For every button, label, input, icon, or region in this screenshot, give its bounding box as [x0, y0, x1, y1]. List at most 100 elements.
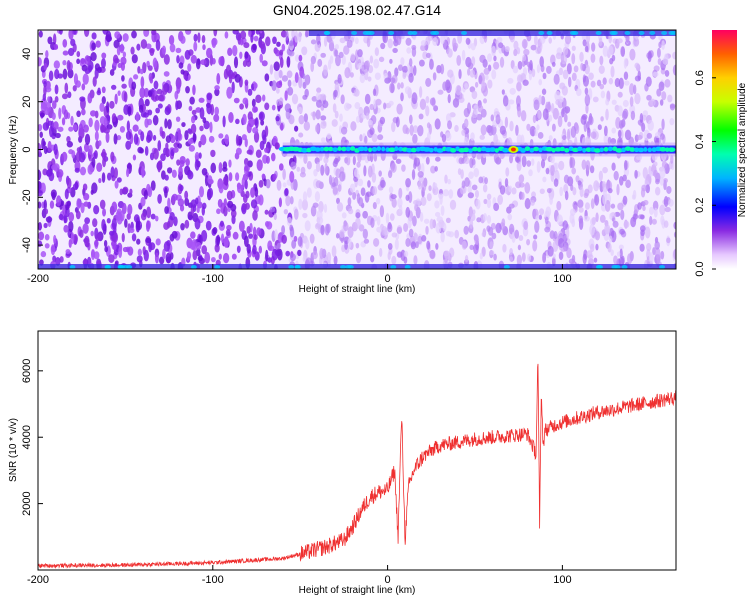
- noise-speckle: [278, 163, 284, 171]
- noise-speckle: [426, 131, 431, 142]
- noise-speckle: [672, 51, 676, 60]
- colorbar: 0.0 0.2 0.4 0.6 Normalized spectral amplitu…: [694, 30, 748, 277]
- noise-speckle: [218, 183, 224, 194]
- noise-speckle: [659, 99, 664, 106]
- noise-speckle: [38, 169, 42, 181]
- noise-speckle: [591, 216, 596, 226]
- noise-speckle: [425, 77, 432, 87]
- noise-speckle: [242, 97, 249, 105]
- noise-speckle: [486, 198, 492, 209]
- noise-speckle: [167, 119, 172, 130]
- noise-speckle: [137, 146, 143, 154]
- noise-speckle: [283, 208, 289, 215]
- noise-speckle: [413, 157, 421, 167]
- noise-speckle: [648, 206, 655, 216]
- noise-speckle: [70, 38, 76, 47]
- noise-speckle: [617, 91, 623, 98]
- noise-speckle: [289, 50, 295, 57]
- noise-speckle: [405, 194, 410, 201]
- noise-speckle: [195, 58, 201, 70]
- noise-speckle: [136, 43, 141, 51]
- noise-speckle: [656, 47, 661, 58]
- noise-speckle: [464, 254, 469, 263]
- noise-speckle: [88, 65, 93, 73]
- noise-speckle: [378, 247, 383, 258]
- noise-speckle: [90, 230, 94, 237]
- noise-speckle: [413, 255, 418, 265]
- noise-speckle: [214, 85, 220, 91]
- noise-speckle: [623, 80, 630, 86]
- noise-speckle: [640, 225, 646, 232]
- noise-speckle: [197, 255, 204, 262]
- noise-speckle: [217, 198, 223, 208]
- noise-speckle: [66, 136, 71, 143]
- noise-speckle: [280, 122, 284, 131]
- noise-speckle: [64, 82, 69, 94]
- noise-speckle: [220, 233, 225, 244]
- noise-speckle: [617, 38, 623, 44]
- edge-segment: [621, 265, 628, 269]
- noise-speckle: [214, 243, 220, 253]
- noise-speckle: [422, 51, 428, 60]
- noise-speckle: [388, 100, 394, 106]
- noise-speckle: [487, 79, 493, 89]
- noise-speckle: [607, 45, 614, 56]
- noise-speckle: [304, 31, 309, 38]
- noise-speckle: [269, 64, 274, 75]
- noise-speckle: [169, 211, 175, 221]
- noise-speckle: [233, 97, 240, 104]
- noise-speckle: [391, 232, 398, 238]
- noise-speckle: [515, 156, 521, 163]
- noise-speckle: [235, 118, 240, 125]
- noise-speckle: [396, 226, 403, 234]
- noise-speckle: [53, 234, 57, 245]
- noise-speckle: [646, 132, 653, 139]
- noise-speckle: [157, 103, 163, 109]
- noise-speckle: [297, 236, 303, 247]
- noise-speckle: [298, 115, 305, 125]
- noise-speckle: [590, 80, 596, 88]
- noise-speckle: [406, 47, 412, 54]
- noise-speckle: [285, 30, 289, 41]
- noise-speckle: [658, 41, 662, 49]
- noise-speckle: [323, 64, 328, 77]
- noise-speckle: [447, 120, 452, 130]
- noise-speckle: [341, 244, 346, 253]
- noise-speckle: [530, 44, 537, 51]
- noise-speckle: [633, 84, 637, 95]
- noise-speckle: [92, 76, 97, 87]
- noise-speckle: [125, 140, 132, 150]
- carrier-segment: [488, 147, 497, 152]
- noise-speckle: [461, 180, 466, 189]
- noise-speckle: [190, 199, 198, 209]
- noise-speckle: [346, 39, 353, 49]
- edge-segment: [404, 265, 411, 269]
- noise-speckle: [617, 105, 623, 117]
- noise-speckle: [274, 69, 280, 81]
- noise-speckle: [111, 201, 118, 213]
- noise-speckle: [469, 69, 476, 78]
- carrier-segment: [371, 147, 378, 152]
- noise-speckle: [331, 245, 337, 258]
- noise-speckle: [271, 104, 276, 111]
- noise-speckle: [84, 55, 91, 66]
- noise-speckle: [43, 85, 47, 96]
- edge-segment: [104, 265, 111, 269]
- noise-speckle: [210, 256, 216, 263]
- carrier-segment: [345, 146, 351, 152]
- noise-speckle: [84, 30, 90, 37]
- noise-speckle: [354, 102, 361, 110]
- noise-speckle: [470, 132, 475, 141]
- noise-speckle: [235, 134, 240, 146]
- noise-speckle: [116, 177, 122, 183]
- noise-speckle: [563, 183, 569, 194]
- noise-speckle: [346, 155, 351, 166]
- carrier-segment: [328, 146, 334, 152]
- noise-speckle: [265, 249, 269, 262]
- noise-speckle: [244, 51, 249, 59]
- snr-x-label: Height of straight line (km): [299, 585, 416, 596]
- noise-speckle: [204, 251, 211, 264]
- carrier-segment: [633, 147, 640, 153]
- noise-speckle: [608, 77, 614, 85]
- noise-speckle: [315, 109, 321, 120]
